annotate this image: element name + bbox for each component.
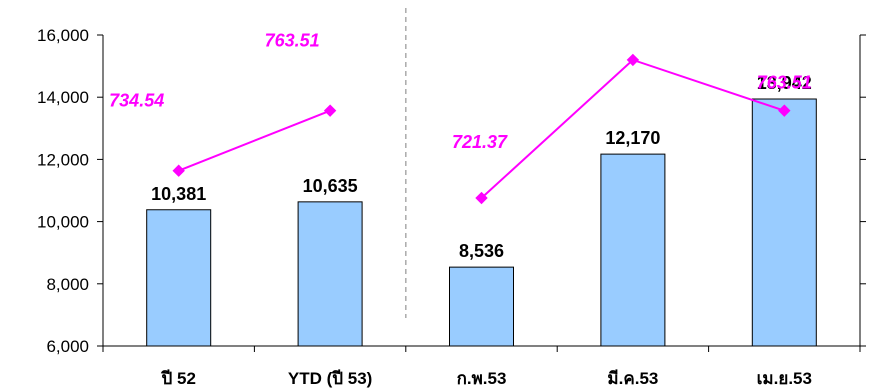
bar-value-label: 8,536 [459, 241, 504, 261]
line-point-marker [323, 104, 337, 117]
bar-value-label: 10,381 [151, 184, 206, 204]
line-point-marker [172, 164, 185, 177]
data-labels: 10,381 10,635 8,536 12,170 13,942 734.54 763.5… [109, 31, 812, 261]
y-tick-label: 10,000 [37, 213, 89, 232]
bar-series [146, 98, 817, 347]
line-value-label: 763.51 [757, 73, 812, 93]
bar-value-label: 13,942 [757, 73, 812, 93]
x-tick-label: ก.พ.53 [457, 369, 507, 388]
bar [751, 98, 817, 347]
x-tick-label: ปี 52 [161, 368, 196, 388]
y-tick-label: 6,000 [46, 337, 89, 356]
line-point-marker [475, 191, 488, 205]
line-value-label: 734.54 [109, 91, 164, 111]
y-tick-label: 14,000 [37, 88, 89, 107]
x-tick-label: มี.ค.53 [607, 368, 658, 388]
x-tick-label: YTD (ปี 53) [288, 368, 372, 388]
bar [146, 209, 212, 347]
bar [600, 153, 666, 347]
bar-value-label: 10,635 [303, 176, 358, 196]
bar-value-label: 12,170 [605, 128, 660, 148]
line-series [172, 53, 791, 205]
y-tick-label: 8,000 [46, 275, 89, 294]
x-tick-label: เม.ย.53 [757, 369, 812, 388]
bar [297, 201, 363, 347]
bar [449, 266, 514, 347]
y-tick-label: 16,000 [37, 26, 89, 45]
line-value-label: 763.51 [265, 31, 320, 51]
line-point-marker [626, 53, 640, 67]
line-point-marker [778, 104, 791, 117]
line-value-label: 721.37 [452, 132, 508, 152]
y-tick-label: 12,000 [37, 150, 89, 169]
line-segment [178, 109, 331, 172]
